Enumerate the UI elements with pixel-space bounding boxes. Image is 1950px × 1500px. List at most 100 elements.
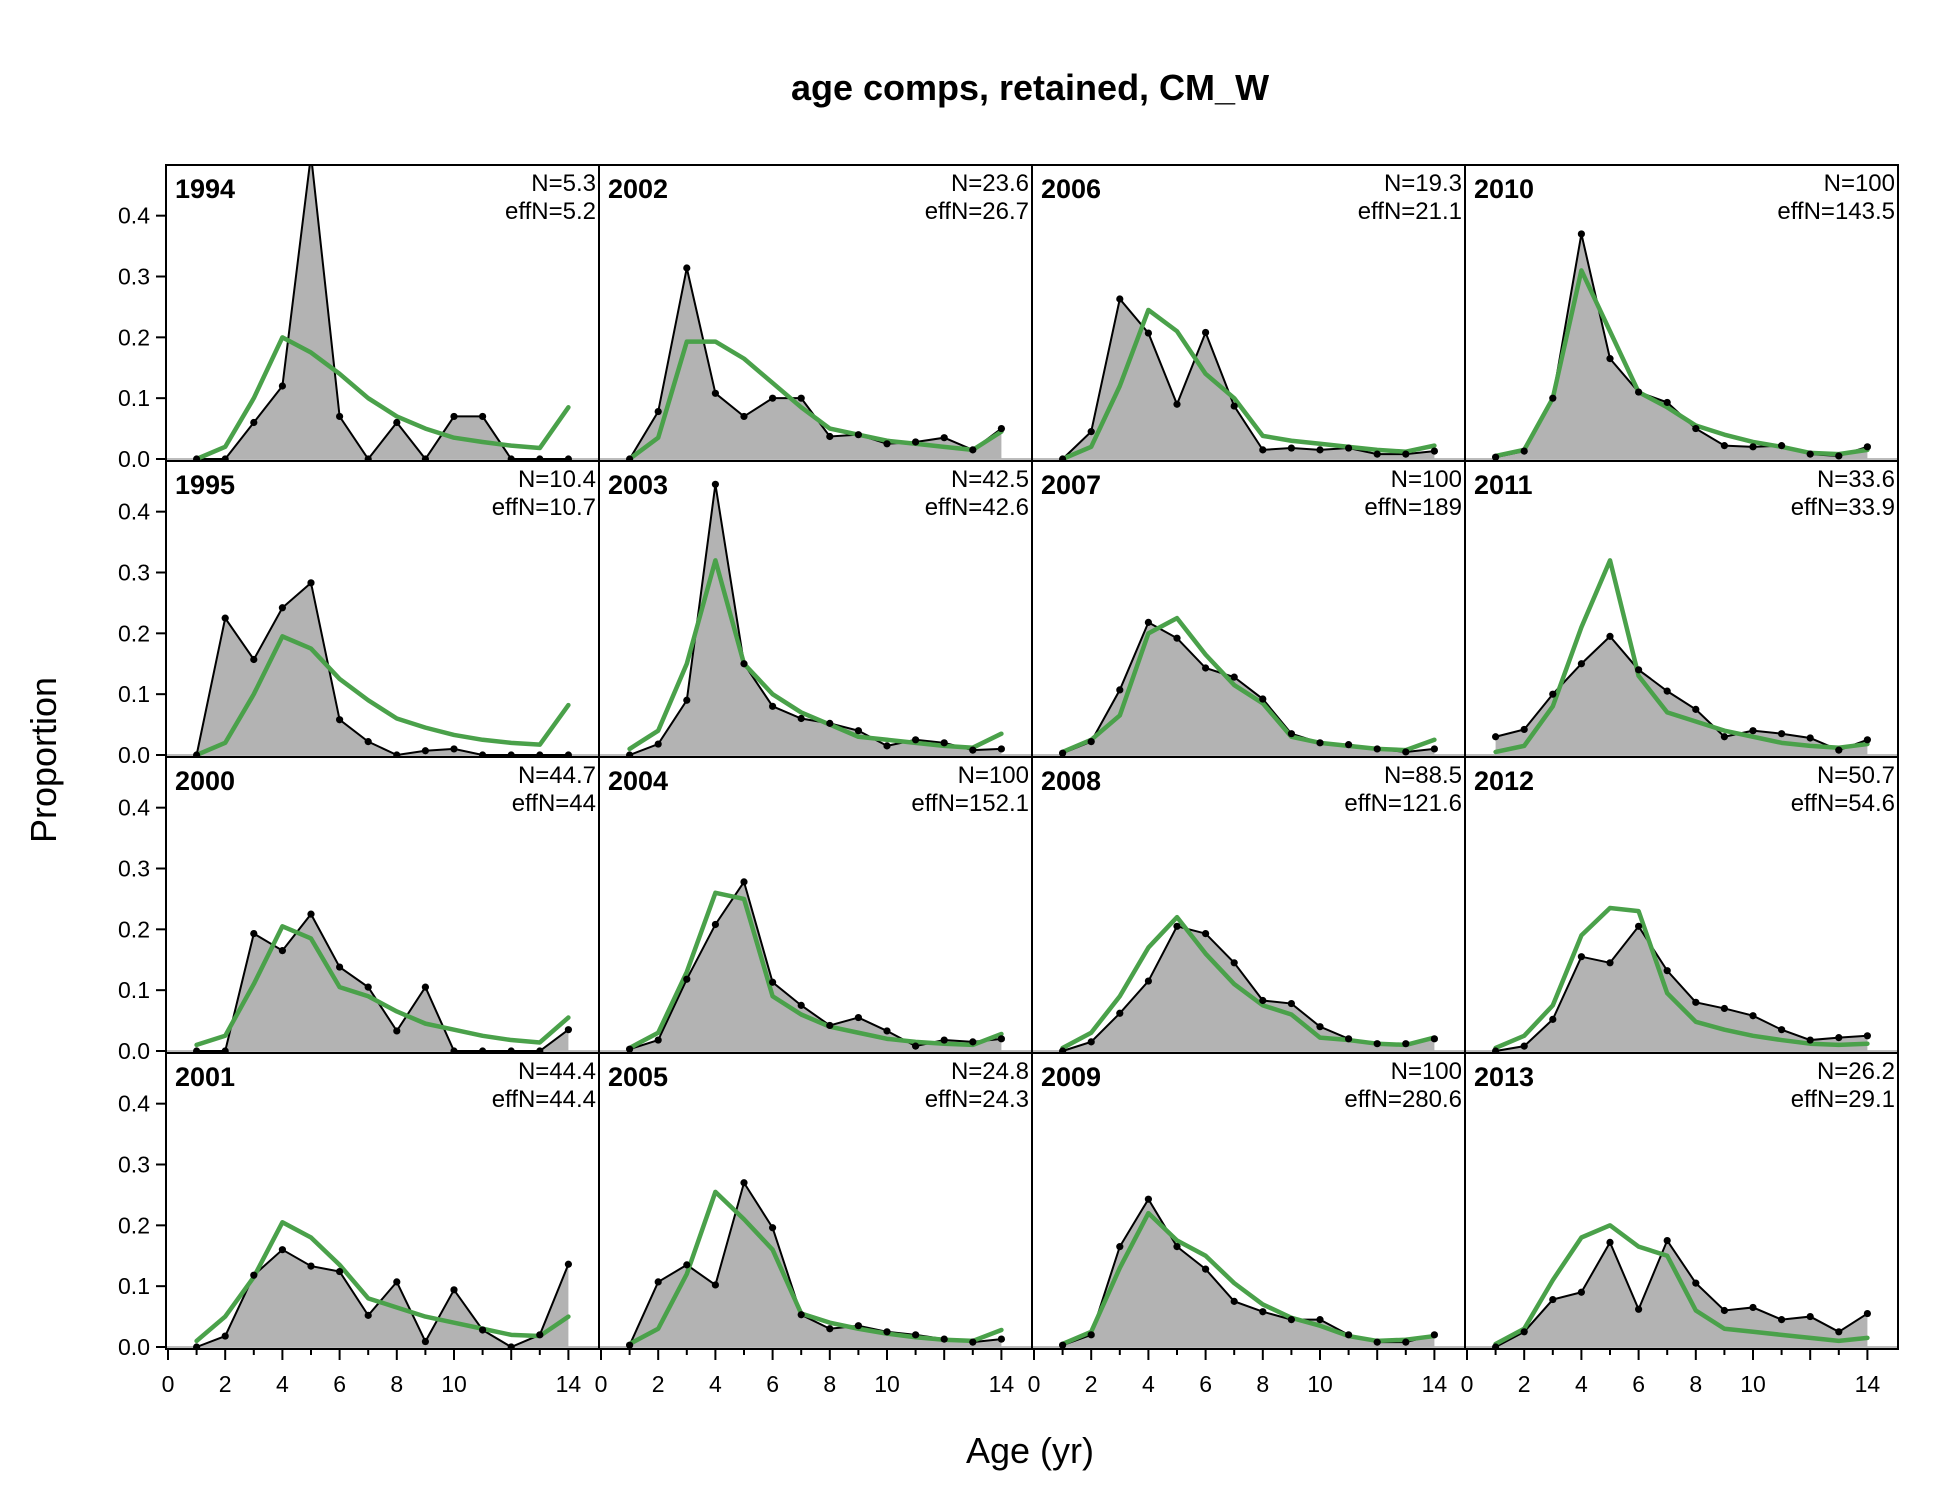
panel-n-label: N=33.6 xyxy=(1817,466,1895,493)
x-tick-label: 8 xyxy=(390,1371,403,1397)
observed-line xyxy=(1495,924,1868,1052)
observed-area xyxy=(196,1249,569,1347)
observed-point xyxy=(654,740,662,748)
y-tick-label: 0.2 xyxy=(118,1212,150,1238)
observed-point xyxy=(1635,1305,1643,1313)
observed-point xyxy=(1720,733,1728,741)
panel-n-label: N=26.2 xyxy=(1817,1058,1895,1085)
observed-point xyxy=(1835,746,1843,754)
observed-point xyxy=(1316,1023,1324,1031)
observed-point xyxy=(278,382,286,390)
observed-point xyxy=(450,1286,458,1294)
observed-point xyxy=(1430,447,1438,455)
x-tick-label: 8 xyxy=(1256,1371,1269,1397)
observed-point xyxy=(1345,1035,1353,1043)
observed-point xyxy=(1778,1316,1786,1324)
observed-point xyxy=(1835,1328,1843,1336)
observed-point xyxy=(364,983,372,991)
panel-plot-area xyxy=(599,878,1032,1053)
observed-point xyxy=(479,412,487,421)
panel-effn-label: effN=54.6 xyxy=(1791,790,1895,817)
observed-area xyxy=(629,484,1002,755)
panel-effn-label: effN=5.2 xyxy=(505,198,596,225)
panel-year-label: 2013 xyxy=(1474,1062,1534,1092)
observed-point xyxy=(193,455,201,461)
observed-point xyxy=(997,1335,1006,1343)
observed-point xyxy=(450,412,458,421)
observed-point xyxy=(654,407,662,416)
x-tick-label: 6 xyxy=(333,1371,346,1397)
panel-n-label: N=50.7 xyxy=(1817,762,1895,789)
observed-point xyxy=(1606,1238,1614,1246)
observed-point xyxy=(1202,664,1210,672)
x-tick-label: 4 xyxy=(709,1371,722,1397)
panel-plot-area xyxy=(166,1220,599,1349)
observed-point xyxy=(336,412,344,421)
x-tick-label: 10 xyxy=(874,1371,900,1397)
x-tick-label: 4 xyxy=(1142,1371,1155,1397)
panel-plot-area xyxy=(1465,230,1898,461)
observed-point xyxy=(626,751,634,757)
observed-point xyxy=(1373,1040,1381,1048)
observed-point xyxy=(507,1343,515,1349)
observed-point xyxy=(250,929,258,938)
observed-point xyxy=(912,1042,920,1050)
observed-point xyxy=(250,655,258,664)
expected-line xyxy=(194,1220,571,1344)
observed-point xyxy=(536,455,544,461)
panel-frame xyxy=(1464,1052,1899,1350)
observed-point xyxy=(1059,1047,1067,1053)
observed-point xyxy=(421,1337,429,1346)
observed-point xyxy=(1430,745,1438,753)
observed-point xyxy=(1345,444,1353,452)
observed-area xyxy=(1495,926,1868,1051)
observed-area xyxy=(1495,1240,1868,1347)
panel-n-label: N=44.4 xyxy=(518,1058,596,1085)
observed-point xyxy=(940,739,948,747)
panel-effn-label: effN=121.6 xyxy=(1344,790,1462,817)
observed-area xyxy=(1062,1199,1435,1347)
y-tick-label: 0.1 xyxy=(118,1273,150,1299)
observed-point xyxy=(711,389,720,397)
observed-point xyxy=(450,745,458,753)
observed-point xyxy=(711,480,720,488)
expected-line xyxy=(1060,307,1437,461)
observed-point xyxy=(883,440,891,448)
observed-point xyxy=(1173,1243,1181,1251)
observed-point xyxy=(769,394,777,402)
observed-point xyxy=(683,975,691,983)
expected-line xyxy=(1493,1223,1870,1347)
observed-area xyxy=(196,914,569,1051)
observed-point xyxy=(883,742,891,750)
observed-point xyxy=(1316,1316,1324,1324)
observed-area xyxy=(1062,299,1435,459)
panel-year-label: 2001 xyxy=(175,1062,235,1092)
observed-point xyxy=(912,438,920,446)
x-tick-label: 4 xyxy=(1575,1371,1588,1397)
observed-point xyxy=(1087,1331,1095,1339)
observed-point xyxy=(1863,1309,1871,1318)
panel-effn-label: effN=189 xyxy=(1364,494,1462,521)
observed-line xyxy=(195,580,569,757)
observed-point xyxy=(1259,996,1267,1005)
observed-point xyxy=(826,432,834,441)
panel-effn-label: effN=10.7 xyxy=(492,494,596,521)
x-tick-label: 0 xyxy=(1028,1371,1041,1397)
observed-point xyxy=(854,1013,863,1022)
x-axis-title: Age (yr) xyxy=(966,1430,1094,1471)
expected-line xyxy=(627,339,1004,461)
observed-area xyxy=(1062,926,1435,1051)
observed-point xyxy=(507,455,515,461)
observed-point xyxy=(1173,634,1181,642)
observed-line xyxy=(196,912,569,1052)
observed-point xyxy=(1606,959,1614,967)
observed-point xyxy=(1402,1338,1410,1346)
observed-point xyxy=(1402,450,1410,458)
observed-point xyxy=(797,394,805,402)
